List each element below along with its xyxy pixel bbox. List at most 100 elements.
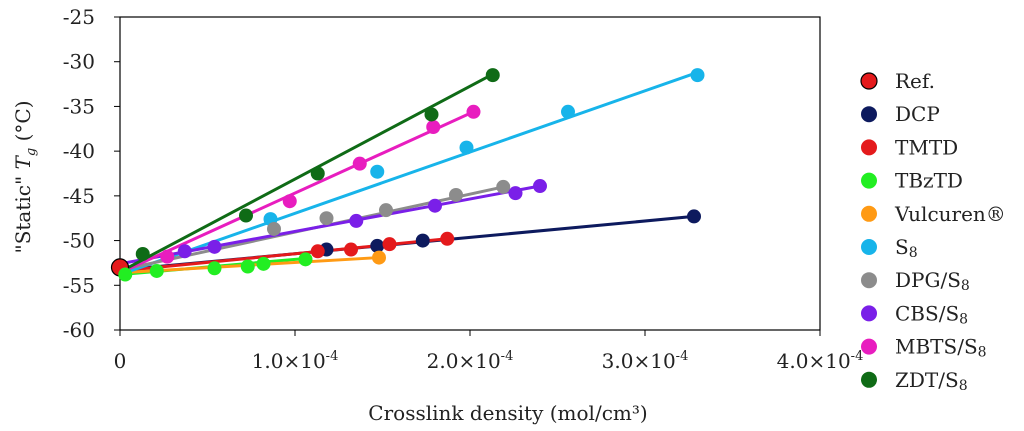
y-tick-label: -60 [63, 318, 95, 342]
legend-marker-ref- [860, 72, 878, 90]
x-tick-mantissa: 3.0×10 [602, 349, 676, 373]
x-tick-exponent: -4 [851, 349, 864, 364]
legend-label-main: DPG/S [895, 268, 961, 292]
legend-label-main: TBzTD [895, 169, 963, 193]
legend-label-cbs-s8: CBS/S8 [895, 301, 968, 327]
point-tmtd [344, 242, 358, 257]
legend-label-dpg-s8: DPG/S8 [895, 268, 970, 294]
y-tick-label: -25 [63, 5, 95, 29]
y-tick-label: -35 [63, 94, 95, 118]
point-s8 [459, 140, 474, 155]
legend-label-main: ZDT/S [895, 368, 959, 392]
point-mbts-s8 [352, 156, 367, 171]
point-tbztd [207, 261, 222, 276]
legend-label-s8: S8 [895, 235, 918, 261]
point-dpg-s8 [379, 203, 393, 218]
x-tick-mantissa: 4.0×10 [777, 349, 851, 373]
legend: Ref.DCPTMTDTBzTDVulcuren®S8DPG/S8CBS/S8M… [860, 69, 1006, 394]
point-cbs-s8 [533, 179, 547, 194]
point-cbs-s8 [349, 213, 364, 228]
x-tick-label: 2.0×10-4 [427, 349, 514, 373]
point-tbztd [256, 256, 271, 271]
x-tick-mantissa: 1.0×10 [252, 349, 326, 373]
point-dpg-s8 [496, 179, 511, 194]
trendline-zdt-s8 [118, 72, 495, 274]
legend-marker-tmtd [861, 139, 877, 156]
trendline-mbts-s8 [118, 110, 475, 275]
legend-label-main: MBTS/S [895, 335, 978, 359]
point-zdt-s8 [135, 246, 150, 261]
point-s8 [561, 104, 575, 119]
point-tmtd [382, 237, 397, 252]
legend-label-tbztd: TBzTD [895, 169, 963, 193]
legend-label-zdt-s8: ZDT/S8 [895, 368, 968, 394]
legend-label-subscript: 8 [959, 378, 968, 394]
legend-marker-mbts-s8 [861, 338, 877, 355]
point-mbts-s8 [282, 194, 297, 209]
legend-marker-dpg-s8 [861, 272, 877, 289]
point-mbts-s8 [160, 249, 175, 264]
plot-border [119, 16, 821, 331]
point-dcp [687, 209, 701, 224]
y-axis-title-subscript: g [24, 148, 39, 156]
x-tick-label: 0 [114, 349, 127, 373]
point-tmtd [440, 231, 455, 246]
legend-label-main: TMTD [895, 135, 958, 159]
legend-marker-vulcuren- [861, 205, 877, 222]
plot-area [119, 16, 821, 331]
legend-label-dcp: DCP [895, 102, 940, 126]
legend-label-subscript: 8 [961, 278, 970, 294]
legend-label-main: S [895, 235, 909, 259]
y-axis-title-unit: (°C) [11, 101, 35, 148]
x-tick-exponent: -4 [501, 349, 514, 364]
point-dpg-s8 [267, 221, 281, 236]
point-tbztd [240, 259, 255, 274]
legend-label-vulcuren-: Vulcuren® [894, 202, 1006, 226]
legend-label-mbts-s8: MBTS/S8 [895, 335, 987, 361]
point-dcp [370, 238, 385, 253]
x-tick-exponent: -4 [676, 349, 689, 364]
point-tbztd [149, 263, 164, 278]
x-tick-label: 4.0×10-4 [777, 349, 864, 373]
legend-marker-s8 [861, 239, 877, 255]
point-mbts-s8 [426, 119, 441, 134]
x-tick-exponent: -4 [326, 349, 339, 364]
x-tick-label: 1.0×10-4 [252, 349, 339, 373]
y-tick-label: -45 [63, 184, 95, 208]
point-dcp [415, 233, 430, 248]
y-tick-label: -55 [63, 273, 95, 297]
point-tbztd [118, 267, 133, 282]
y-tick-label: -50 [63, 229, 95, 253]
legend-label-ref-: Ref. [895, 69, 935, 93]
point-zdt-s8 [485, 68, 500, 83]
y-tick-label: -40 [63, 139, 95, 163]
legend-label-main: Ref. [895, 69, 935, 93]
y-tick-label: -30 [63, 50, 95, 74]
legend-label-tmtd: TMTD [895, 135, 958, 159]
legend-marker-tbztd [861, 172, 877, 189]
point-zdt-s8 [424, 107, 439, 122]
point-dpg-s8 [319, 211, 334, 226]
legend-marker-zdt-s8 [861, 371, 877, 388]
x-tick-mantissa: 2.0×10 [427, 349, 501, 373]
legend-label-main: CBS/S [895, 301, 959, 325]
trendlines [118, 70, 699, 277]
point-cbs-s8 [508, 186, 523, 201]
point-cbs-s8 [207, 239, 222, 254]
point-cbs-s8 [177, 244, 192, 259]
legend-label-subscript: 8 [978, 345, 987, 361]
x-tick-mantissa: 0 [114, 349, 127, 373]
point-s8 [370, 164, 385, 179]
x-axis-title: Crosslink density (mol/cm³) [368, 401, 647, 425]
x-tick-label: 3.0×10-4 [602, 349, 689, 373]
point-cbs-s8 [428, 198, 442, 213]
point-zdt-s8 [239, 208, 253, 223]
legend-label-subscript: 8 [959, 311, 968, 327]
x-axis: 0 1.0×10-4 2.0×10-4 3.0×10-4 4.0×10-4 [114, 330, 864, 373]
legend-label-main: DCP [895, 102, 940, 126]
legend-label-main: Vulcuren® [894, 202, 1006, 226]
point-tmtd [310, 244, 325, 259]
y-axis-title: "Static" Tg (°C) [11, 101, 39, 254]
y-axis-title-symbol: T [11, 154, 35, 169]
